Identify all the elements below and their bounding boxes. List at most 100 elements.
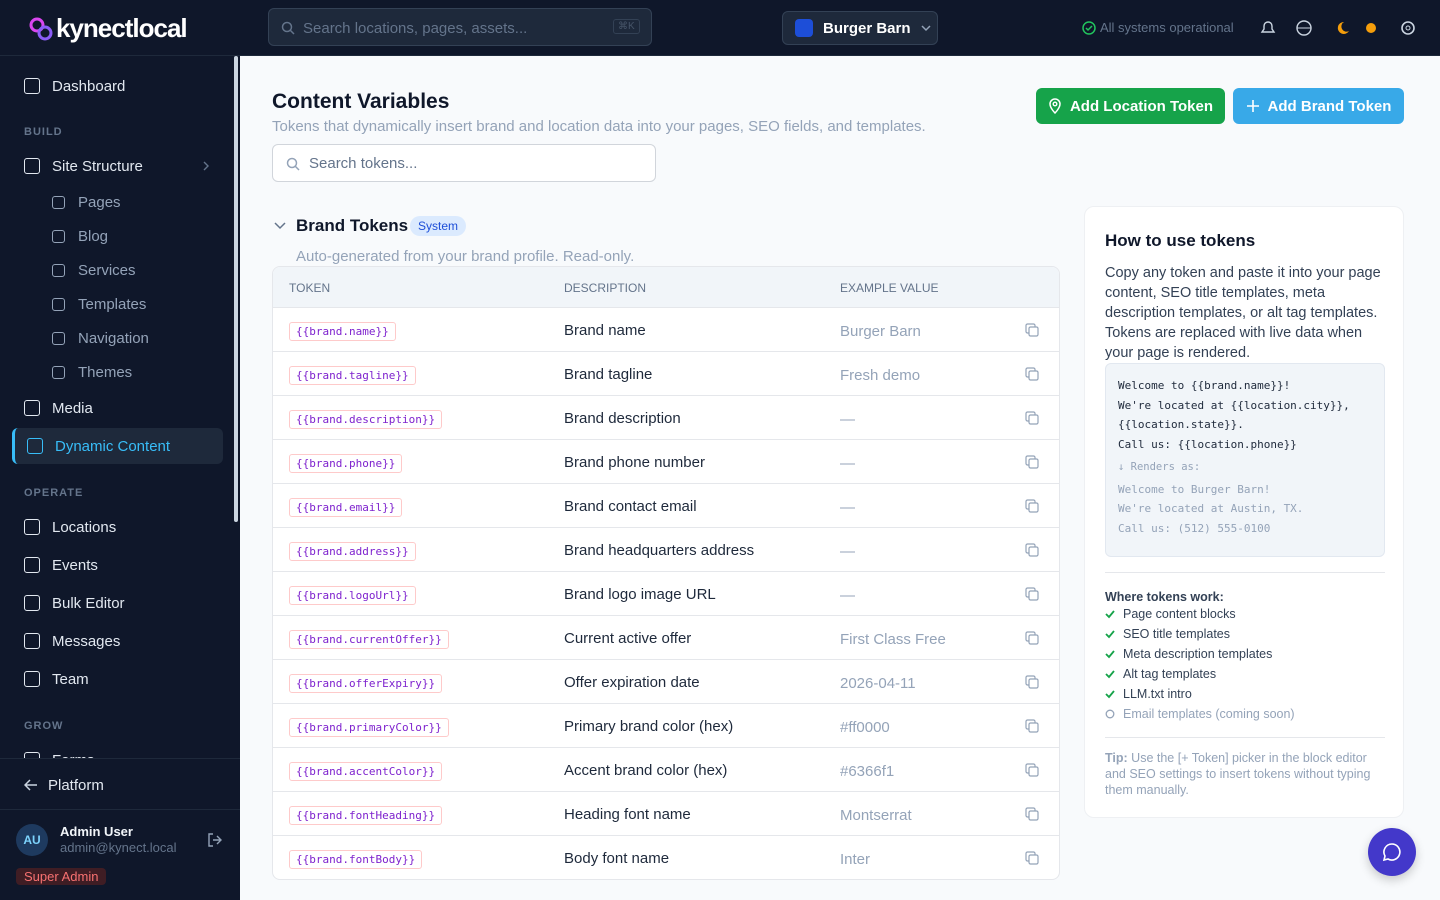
copy-button[interactable]: [1025, 323, 1039, 341]
token-search[interactable]: Search tokens...: [272, 144, 656, 182]
token-code: {{brand.description}}: [289, 410, 443, 429]
rendered-line: Call us: (512) 555-0100: [1118, 521, 1271, 535]
token-row: {{brand.phone}} Brand phone number —: [273, 439, 1059, 483]
section-label: BUILD: [24, 126, 63, 138]
nav-icon: [52, 263, 65, 277]
copy-button[interactable]: [1025, 675, 1039, 693]
nav-icon: [52, 297, 65, 311]
code-line: Welcome to {{brand.name}}!: [1118, 379, 1291, 392]
copy-button[interactable]: [1025, 851, 1039, 869]
token-row: {{brand.address}} Brand headquarters addr…: [273, 527, 1059, 571]
copy-button[interactable]: [1025, 499, 1039, 517]
global-search[interactable]: Search locations, pages, assets... ⌘K: [268, 8, 652, 46]
add-location-token[interactable]: Add Location Token: [1036, 88, 1225, 124]
token-description: Current active offer: [564, 630, 692, 647]
token-code: {{brand.fontBody}}: [289, 850, 423, 869]
nav-item[interactable]: Messages: [12, 623, 223, 659]
nav-item[interactable]: Dynamic Content: [12, 428, 223, 464]
platform-link[interactable]: Platform: [0, 758, 240, 810]
page-title: Content Variables: [272, 90, 450, 113]
button-label: Add Location Token: [1069, 97, 1214, 115]
token-description: Body font name: [564, 850, 670, 867]
search-placeholder: Search locations, pages, assets...: [303, 20, 528, 37]
nav-label: Locations: [52, 518, 117, 536]
token-description: Brand logo image URL: [564, 586, 716, 603]
nav-label: Templates: [78, 295, 147, 313]
copy-button[interactable]: [1025, 631, 1039, 649]
nav-subitem[interactable]: Themes: [12, 354, 223, 390]
where-item: Email templates (coming soon): [1105, 704, 1295, 724]
system-badge: System: [410, 216, 467, 236]
nav-item[interactable]: Team: [12, 661, 223, 697]
nav-label: Pages: [78, 193, 121, 211]
nav-label: Dashboard: [52, 77, 126, 95]
nav-item[interactable]: Forms: [12, 742, 223, 758]
rendered-line: Welcome to Burger Barn!: [1118, 482, 1271, 496]
tip-text: Use the [+ Token] picker in the block ed…: [1105, 751, 1371, 797]
nav-item[interactable]: Dashboard: [12, 68, 223, 104]
token-code: {{brand.address}}: [289, 542, 416, 561]
help-body: Copy any token and paste it into your pa…: [1105, 265, 1381, 361]
nav-label: Team: [52, 670, 89, 688]
copy-button[interactable]: [1025, 807, 1039, 825]
nav-subitem[interactable]: Pages: [12, 184, 223, 220]
where-text: LLM.txt intro: [1123, 687, 1192, 701]
nav-item[interactable]: Locations: [12, 509, 223, 545]
brand-switcher[interactable]: Burger Barn: [782, 11, 938, 45]
nav-icon: [24, 519, 40, 535]
nav-subitem[interactable]: Templates: [12, 286, 223, 322]
token-row: {{brand.offerExpiry}} Offer expiration da…: [273, 659, 1059, 703]
nav-item[interactable]: Site Structure: [12, 148, 223, 184]
nav-item[interactable]: Media: [12, 390, 223, 426]
example-value: First Class Free: [840, 631, 946, 648]
renders-label: ↓ Renders as:: [1118, 461, 1201, 473]
nav-subitem[interactable]: Services: [12, 252, 223, 288]
nav-label: Navigation: [78, 329, 149, 347]
header-icons[interactable]: [1259, 19, 1429, 37]
nav-list: Dashboard BUILD Site Structure Pages Blog Ser…: [0, 56, 236, 758]
platform-label: Platform: [48, 777, 104, 794]
copy-button[interactable]: [1025, 587, 1039, 605]
token-row: {{brand.name}} Brand name Burger Barn: [273, 307, 1059, 351]
token-description: Brand description: [564, 410, 681, 427]
token-description: Brand phone number: [564, 454, 705, 471]
where-list: Page content blocks SEO title templates Me…: [1105, 604, 1295, 724]
example-value: Inter: [840, 851, 871, 868]
nav-subitem[interactable]: Navigation: [12, 320, 223, 356]
copy-button[interactable]: [1025, 719, 1039, 737]
token-row: {{brand.fontBody}} Body font name Inter: [273, 835, 1059, 879]
nav-label: Forms: [52, 752, 95, 759]
nav-icon: [52, 331, 65, 345]
token-code: {{brand.offerExpiry}}: [289, 674, 443, 693]
copy-button[interactable]: [1025, 367, 1039, 385]
add-brand-token[interactable]: Add Brand Token: [1233, 88, 1404, 124]
example-value: —: [840, 587, 855, 604]
chat-button[interactable]: [1368, 828, 1416, 876]
token-description: Accent brand color (hex): [564, 762, 728, 779]
nav-subitem[interactable]: Blog: [12, 218, 223, 254]
logo-text: kynectlocal: [56, 13, 188, 43]
token-code: {{brand.tagline}}: [289, 366, 416, 385]
brand-name: Burger Barn: [823, 19, 911, 37]
tip-label: Tip:: [1105, 751, 1128, 765]
nav-item[interactable]: Bulk Editor: [12, 585, 223, 621]
code-line: We're located at {{location.city}},: [1118, 398, 1350, 412]
copy-button[interactable]: [1025, 411, 1039, 429]
tip: Tip: Use the [+ Token] picker in the blo…: [1105, 750, 1385, 798]
nav-item[interactable]: Events: [12, 547, 223, 583]
nav-label: Site Structure: [52, 157, 143, 175]
nav-icon: [24, 633, 40, 649]
copy-button[interactable]: [1025, 763, 1039, 781]
user-email: admin@kynect.local: [60, 840, 177, 855]
column-header: DESCRIPTION: [564, 281, 647, 295]
where-item: Page content blocks: [1105, 604, 1295, 624]
nav-icon: [24, 595, 40, 611]
copy-button[interactable]: [1025, 543, 1039, 561]
collapse-toggle[interactable]: [274, 221, 286, 231]
where-text: Email templates (coming soon): [1123, 707, 1295, 721]
help-title: How to use tokens: [1105, 231, 1256, 250]
button-label: Add Brand Token: [1267, 97, 1392, 115]
nav-label: Dynamic Content: [55, 437, 171, 455]
logout[interactable]: [207, 832, 223, 848]
copy-button[interactable]: [1025, 455, 1039, 473]
